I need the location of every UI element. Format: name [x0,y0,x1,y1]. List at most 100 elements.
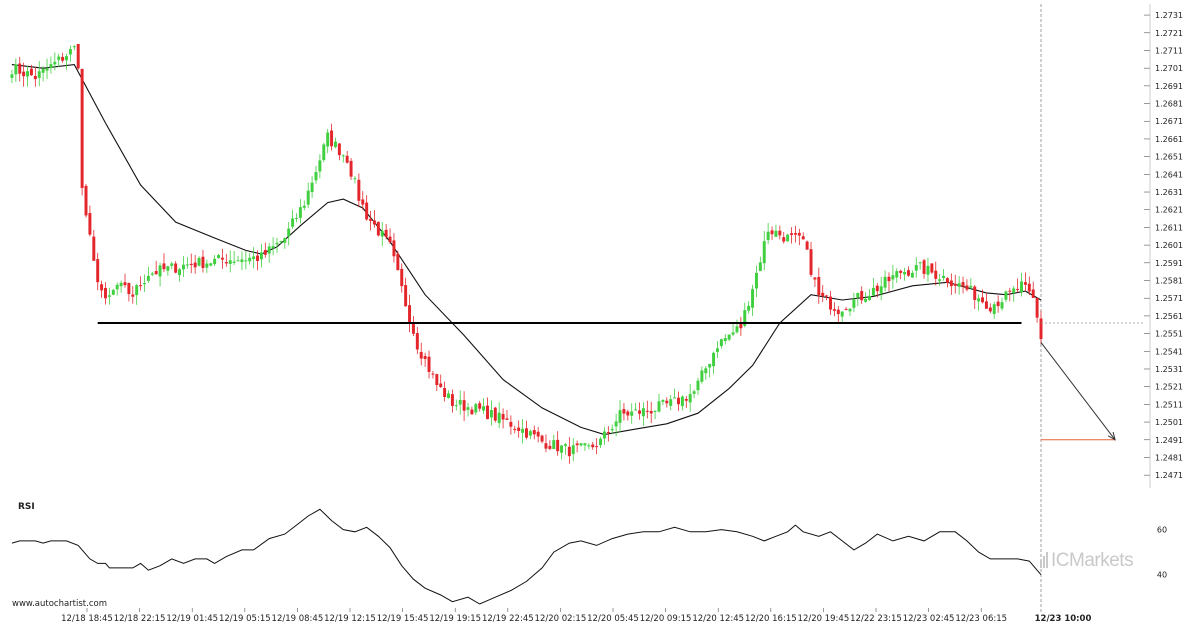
candle-body [61,56,65,61]
candle-body [790,233,794,235]
candle-body [84,185,88,216]
candle-body [1012,288,1016,294]
candle-body [131,294,135,297]
candle-body [860,291,864,301]
candle-body [37,71,41,78]
icmarkets-logo: ICMarkets [1040,550,1134,574]
candle-body [1031,289,1035,298]
forecast-arrowhead [1107,431,1116,441]
candle-body [704,368,708,374]
candle-body [922,260,926,274]
candle-body [528,431,532,436]
candle-body [298,207,302,218]
candle-body [949,280,953,287]
candle-body [829,296,832,310]
candle-body [314,172,318,181]
candle-body [248,257,252,262]
candle-body [536,431,540,437]
y-tick-label: 1.2581 [1155,277,1183,286]
y-tick-label: 1.2711 [1155,46,1183,55]
candle-body [92,236,96,261]
candle-body [330,130,334,147]
candle-body [719,339,723,347]
candle-body [793,233,797,235]
candle-body [392,240,396,257]
moving-average-line [11,64,1042,436]
candle-body [115,284,119,290]
candle-body [166,266,170,271]
candle-body [727,334,731,340]
candle-body [821,292,825,297]
candle-body [318,160,322,172]
candle-body [404,285,408,307]
candle-body [119,282,123,287]
candle-body [326,132,330,147]
y-tick-label: 1.2691 [1155,82,1183,91]
candle-body [45,68,49,71]
candle-body [104,287,107,299]
candle-body [123,282,127,286]
candle-body [181,264,185,270]
candle-body [645,410,649,412]
candle-body [715,348,719,352]
candle-body [731,332,735,335]
candle-body [887,276,891,282]
candle-body [447,393,450,398]
candle-body [244,260,248,262]
logo-bars-icon [1040,552,1049,574]
candle-layer [10,43,1043,464]
candle-body [957,283,961,287]
candle-body [380,231,384,237]
candle-body [587,445,591,447]
candle-body [556,439,560,452]
x-tick-label: 12/19 05:15 [219,614,271,624]
candle-body [883,276,887,288]
candle-body [178,269,182,276]
candle-body [844,309,848,311]
candle-body [871,287,875,296]
candle-body [185,264,189,266]
candle-body [700,370,704,382]
rsi-y-tick-label: 60 [1157,526,1167,535]
candle-body [673,397,677,399]
candle-body [634,409,638,411]
candle-body [630,411,634,416]
candle-body [72,46,76,48]
y-tick-label: 1.2551 [1155,330,1183,339]
candle-body [988,307,992,312]
candle-body [969,285,973,288]
x-tick-label: 12/23 06:15 [955,614,1007,624]
candle-body [287,228,291,237]
candle-body [899,270,903,273]
x-tick-label: 12/20 09:15 [640,614,692,624]
y-tick-label: 1.2611 [1155,223,1183,232]
candle-body [509,421,513,427]
candle-body [396,253,400,271]
candle-body [665,400,669,404]
candle-body [1004,291,1008,300]
candle-body [107,295,111,297]
candle-body [1027,283,1031,292]
candle-body [189,263,193,266]
candle-body [263,249,267,255]
candle-body [934,270,938,279]
candle-body [712,352,716,367]
candle-body [743,310,747,326]
candle-body [474,404,478,413]
candle-body [57,56,61,60]
candle-body [965,285,969,290]
candle-body [591,444,595,448]
logo-suffix: Markets [1069,550,1134,571]
candle-body [688,394,692,403]
candle-body [361,199,365,205]
y-tick-label: 1.2681 [1155,100,1183,109]
candle-body [942,275,946,278]
y-tick-label: 1.2521 [1155,383,1183,392]
candle-body [583,443,587,446]
candle-body [610,428,614,431]
candle-body [996,301,1000,307]
moving-average-layer [11,64,1042,436]
candle-body [22,71,26,77]
candle-body [419,351,423,359]
candle-body [739,324,743,329]
